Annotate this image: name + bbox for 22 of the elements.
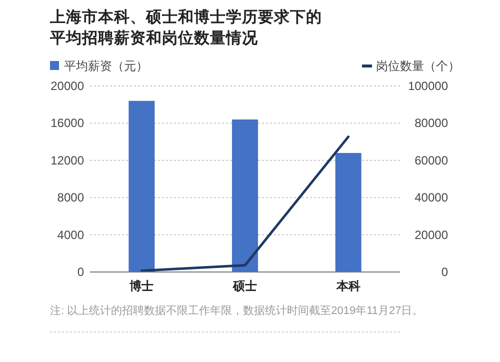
y-tick-label: 16000 [50,116,84,130]
y-tick-label: 20000 [50,79,84,93]
x-tick-label: 硕士 [232,279,257,293]
x-tick-label: 博士 [128,279,154,293]
y2-tick-label: 0 [441,265,448,279]
bar [335,152,362,272]
y2-tick-label: 80000 [414,116,448,130]
y2-tick-label: 40000 [414,190,448,205]
y2-tick-label: 60000 [414,153,448,168]
x-tick-label: 本科 [335,279,360,293]
chart-title: 上海市本科、硕士和博士学历要求下的平均招聘薪资和岗位数量情况 [49,8,322,47]
y-tick-label: 12000 [50,153,84,168]
y2-tick-label: 100000 [408,79,448,93]
y-tick-label: 8000 [57,190,84,205]
y-tick-label: 4000 [57,228,84,242]
bar [232,119,258,272]
legend-label: 岗位数量（个） [376,59,460,73]
y-tick-label: 0 [77,265,84,279]
y2-tick-label: 20000 [414,228,448,242]
text: 注: 以上统计的招聘数据不限工作年限，数据统计时间截至2019年11月27日。 [50,304,424,317]
bar [128,100,155,272]
legend-label: 平均薪资（元） [64,59,148,73]
